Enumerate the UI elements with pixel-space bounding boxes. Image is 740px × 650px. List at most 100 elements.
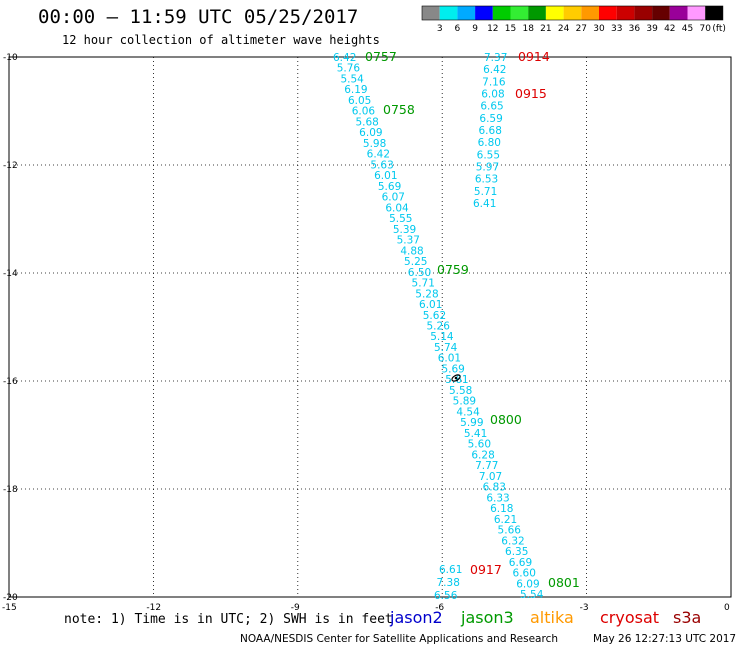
west-track-wave-height: 6.28 [471, 449, 494, 461]
reference-dot [454, 376, 458, 380]
scale-frame [421, 5, 724, 21]
scale-tick-label: 33 [611, 24, 622, 34]
scale-tick-label: 21 [540, 24, 551, 34]
west-track-wave-height: 5.58 [449, 385, 472, 397]
reference-ring [451, 374, 461, 382]
cryosat-time-label: 0914 [518, 49, 550, 64]
west-track-wave-height: 5.14 [430, 331, 454, 343]
scale-swatch [439, 6, 458, 20]
east-track-wave-height: 6.08 [481, 89, 504, 101]
west-track-wave-height: 5.98 [363, 138, 386, 150]
jason3-time-label: 0759 [437, 262, 469, 277]
satellite-label-altika: altika [530, 608, 574, 627]
east-track-wave-height: 7.16 [482, 76, 506, 88]
scale-unit-label: (ft) [712, 24, 726, 34]
west-track-wave-height: 6.60 [513, 568, 536, 580]
scale-swatch [545, 6, 564, 20]
footer-credit: NOAA/NESDIS Center for Satellite Applica… [240, 633, 558, 645]
plot-frame [8, 56, 732, 598]
scale-swatch [599, 6, 617, 20]
scale-tick-label: 27 [576, 24, 587, 34]
west-track-wave-height: 6.19 [344, 84, 367, 96]
west-track-wave-height: 5.54 [520, 589, 544, 601]
east-track-wave-height: 6.42 [483, 64, 506, 76]
satellite-label-cryosat: cryosat [600, 608, 660, 627]
scale-swatch [492, 6, 511, 20]
west-track-wave-height: 6.09 [359, 127, 382, 139]
lon-axis-label: -15 [2, 603, 17, 613]
west-track-wave-height: 6.42 [367, 149, 390, 161]
color-scale-legend: 3 6 9 12 15 18 21 24 27 30 33 36 39 42 45 70 (ft) [421, 5, 726, 34]
east-track-wave-height: 6.68 [479, 125, 502, 137]
east-track-wave-height: 6.80 [478, 137, 501, 149]
scale-swatch [581, 6, 599, 20]
jason3-time-label: 0800 [490, 412, 522, 427]
east-track-wave-height: 5.71 [474, 186, 497, 198]
west-track-wave-height: 5.74 [434, 342, 458, 354]
west-track-wave-height: 6.33 [486, 492, 509, 504]
footnote: note: 1) Time is in UTC; 2) SWH is in fe… [64, 612, 393, 627]
map-subtitle: 12 hour collection of altimeter wave hei… [62, 33, 380, 47]
scale-tick-label: 30 [593, 24, 605, 34]
west-track-wave-height: 5.26 [427, 321, 451, 333]
west-track-wave-height: 6.18 [490, 503, 513, 515]
west-track-wave-height: 6.01 [438, 353, 461, 365]
footer-timestamp: May 26 12:27:13 UTC 2017 [593, 633, 737, 645]
west-track-wave-height: 6.09 [516, 578, 539, 590]
scale-swatch [634, 6, 653, 20]
west-track-wave-height: 6.83 [483, 482, 506, 494]
cryosat-time-label: 0915 [515, 86, 547, 101]
west-track-wave-height: 6.35 [505, 546, 528, 558]
south-track-wave-height: 7.38 [437, 577, 460, 589]
west-track-wave-height: 6.04 [385, 202, 409, 214]
east-track-wave-height: 6.59 [479, 113, 502, 125]
west-track-wave-height: 5.39 [393, 224, 416, 236]
jason3-time-label: 0757 [365, 49, 397, 64]
west-track-wave-height: 5.60 [468, 439, 491, 451]
lat-axis-label: -10 [3, 53, 18, 63]
scale-swatch [475, 6, 493, 20]
west-track-wave-height: 6.69 [509, 557, 532, 569]
map-grid [8, 56, 732, 598]
west-track-wave-height: 5.68 [355, 116, 378, 128]
scale-tick-label: 24 [558, 24, 570, 34]
lat-axis-label: -12 [3, 161, 18, 171]
south-track-wave-height: 6.61 [439, 564, 462, 576]
scale-swatch [510, 6, 529, 20]
scale-swatch [669, 6, 688, 20]
jason3-time-label: 0758 [383, 102, 415, 117]
west-track-wave-height: 5.99 [460, 417, 483, 429]
west-track-wave-height: 4.54 [456, 406, 480, 418]
satellite-label-s3a: s3a [673, 608, 702, 627]
west-track-wave-height: 6.32 [501, 535, 524, 547]
west-track-wave-height: 7.77 [475, 460, 498, 472]
scale-swatch [616, 6, 635, 20]
west-track-wave-height: 5.41 [464, 428, 487, 440]
lon-axis-label: 0 [724, 603, 730, 613]
scale-tick-label: 18 [522, 24, 534, 34]
scale-tick-label: 12 [487, 24, 498, 34]
lon-axis-label: -3 [580, 603, 589, 613]
scale-swatch [705, 6, 723, 20]
west-track-wave-height: 6.07 [382, 192, 405, 204]
satellite-label-jason2: jason2 [390, 608, 443, 627]
cryosat-time-label: 0917 [470, 562, 502, 577]
west-track-wave-height: 5.62 [423, 310, 446, 322]
west-track-wave-height: 6.50 [408, 267, 431, 279]
axis-labels: -10 -12 -14 -16 -18 -20-15 -12 -9 -6 -3 0 [2, 53, 730, 613]
scale-tick-label: 3 [437, 24, 443, 34]
west-track-wave-height: 5.89 [453, 396, 476, 408]
west-track-wave-height: 5.37 [397, 235, 420, 247]
scale-tick-label: 42 [664, 24, 675, 34]
scale-swatch [563, 6, 582, 20]
east-track-wave-height: 7.37 [484, 52, 507, 64]
east-track-wave-height: 5.97 [476, 162, 499, 174]
lat-axis-label: -18 [3, 485, 18, 495]
scale-tick-label: 39 [646, 24, 658, 34]
pass-time-labels: 0757 0758 0759 0800 0801 0914 0915 0917 [365, 49, 580, 590]
lon-axis-label: -6 [435, 603, 444, 613]
west-track-wave-height: 6.01 [374, 170, 397, 182]
lon-axis-label: -9 [291, 603, 300, 613]
scale-tick-label: 45 [682, 24, 693, 34]
